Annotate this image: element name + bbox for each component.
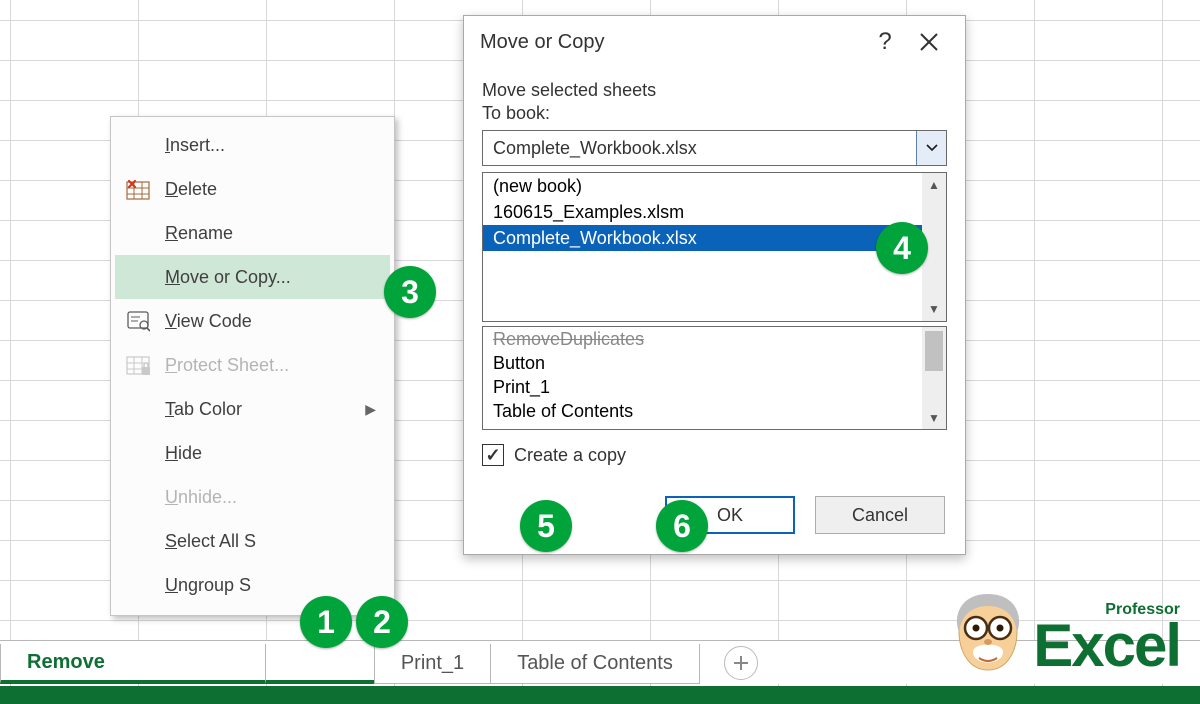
scroll-down-icon[interactable]: ▼: [922, 407, 946, 429]
create-a-copy-checkbox[interactable]: ✓ Create a copy: [482, 444, 947, 466]
menu-hotkey: I: [165, 135, 170, 155]
sheet-tab[interactable]: Remove: [0, 644, 266, 684]
menu-hotkey: P: [165, 355, 177, 375]
checkbox-label: Create a copy: [514, 445, 626, 466]
scrollbar-thumb[interactable]: [925, 331, 943, 371]
dialog-caption-to-book: To book:: [482, 103, 947, 124]
sheet-tab[interactable]: Table of Contents: [490, 644, 700, 684]
menu-hotkey: U: [165, 575, 178, 595]
menu-item-move-or-copy[interactable]: Move or Copy...: [115, 255, 390, 299]
scroll-up-icon[interactable]: ▲: [922, 173, 946, 197]
menu-item-hide[interactable]: Hide: [115, 431, 390, 475]
scroll-down-icon[interactable]: ▼: [922, 297, 946, 321]
sheet-option[interactable]: Button: [483, 351, 946, 375]
close-icon: [919, 32, 939, 52]
plus-icon: [732, 654, 750, 672]
sheet-option[interactable]: Print_1: [483, 375, 946, 399]
book-option[interactable]: 160615_Examples.xlsm: [483, 199, 946, 225]
sheet-option[interactable]: Table of Contents: [483, 399, 946, 423]
help-button[interactable]: ?: [865, 22, 905, 62]
menu-item-tab-color[interactable]: Tab Color ▶: [115, 387, 390, 431]
to-book-combobox[interactable]: Complete_Workbook.xlsx: [482, 130, 947, 166]
menu-item-protect-sheet[interactable]: Protect Sheet...: [115, 343, 390, 387]
checkbox-icon: ✓: [482, 444, 504, 466]
new-sheet-button[interactable]: [724, 646, 758, 680]
protect-sheet-icon: [125, 352, 151, 378]
sheet-tab-label: Print_1: [401, 652, 464, 675]
callout-badge-4: 4: [876, 222, 928, 274]
menu-hotkey: H: [165, 443, 178, 463]
menu-item-delete[interactable]: Delete: [115, 167, 390, 211]
delete-icon: [125, 176, 151, 202]
sheet-tab[interactable]: Print_1: [374, 644, 491, 684]
callout-badge-2: 2: [356, 596, 408, 648]
sheet-tab-label: Table of Contents: [517, 652, 673, 675]
menu-item-ungroup-sheets[interactable]: Ungroup S: [115, 563, 390, 607]
menu-hotkey: M: [165, 267, 180, 287]
book-option[interactable]: (new book): [483, 173, 946, 199]
dialog-caption-move: Move selected sheets: [482, 80, 947, 101]
menu-hotkey: R: [165, 223, 178, 243]
close-button[interactable]: [909, 22, 949, 62]
logo-main: Excel: [1033, 612, 1180, 679]
callout-badge-3: 3: [384, 266, 436, 318]
menu-item-unhide[interactable]: Unhide...: [115, 475, 390, 519]
menu-hotkey: D: [165, 179, 178, 199]
menu-hotkey: V: [165, 311, 177, 331]
sheet-option[interactable]: RemoveDuplicates: [483, 327, 946, 351]
listbox-scrollbar[interactable]: ▼: [922, 327, 946, 429]
menu-hotkey: U: [165, 487, 178, 507]
dropdown-button[interactable]: [916, 131, 946, 165]
chevron-down-icon: [926, 144, 938, 152]
callout-badge-6: 6: [656, 500, 708, 552]
professor-face-icon: [949, 588, 1027, 674]
menu-item-insert[interactable]: Insert...: [115, 123, 390, 167]
dialog-title: Move or Copy: [480, 31, 861, 54]
menu-item-select-all-sheets[interactable]: Select All S: [115, 519, 390, 563]
dialog-titlebar: Move or Copy ?: [464, 16, 965, 68]
menu-hotkey: S: [165, 531, 177, 551]
status-bar: [0, 686, 1200, 704]
menu-hotkey: T: [165, 399, 174, 419]
view-code-icon: [125, 308, 151, 334]
cancel-button[interactable]: Cancel: [815, 496, 945, 534]
move-or-copy-dialog: Move or Copy ? Move selected sheets To b…: [463, 15, 966, 555]
professor-excel-logo: Professor Excel: [949, 588, 1180, 674]
sheet-tab-label: Remove: [27, 651, 105, 674]
menu-item-rename[interactable]: Rename: [115, 211, 390, 255]
sheet-context-menu: Insert... Delete Rename Move or Copy...: [110, 116, 395, 616]
callout-badge-1: 1: [300, 596, 352, 648]
before-sheet-listbox[interactable]: RemoveDuplicates Button Print_1 Table of…: [482, 326, 947, 430]
submenu-arrow-icon: ▶: [365, 401, 376, 418]
combobox-value: Complete_Workbook.xlsx: [493, 138, 697, 159]
menu-item-view-code[interactable]: View Code: [115, 299, 390, 343]
callout-badge-5: 5: [520, 500, 572, 552]
sheet-tab[interactable]: [265, 644, 375, 684]
